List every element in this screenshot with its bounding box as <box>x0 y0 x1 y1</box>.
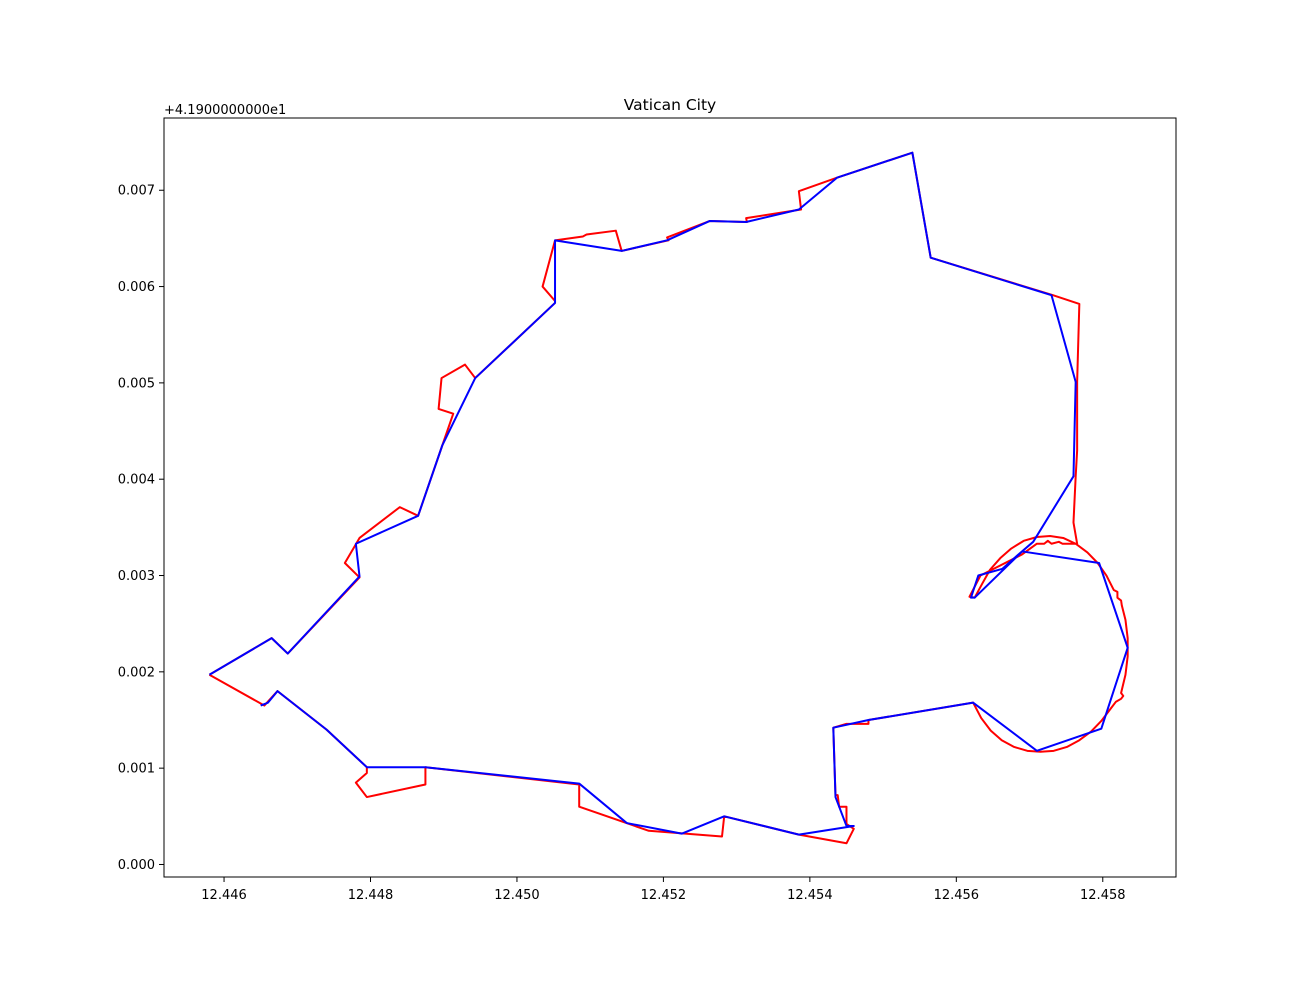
y-offset-label: +4.1900000000e1 <box>164 103 286 118</box>
y-tick-label: 0.004 <box>118 473 155 488</box>
x-axis-ticks: 12.446 12.448 12.450 12.452 12.454 12.456 12.4… <box>201 877 1126 903</box>
y-tick-label: 0.001 <box>118 762 155 777</box>
series-layer <box>208 151 1129 845</box>
y-tick-label: 0.007 <box>118 184 155 199</box>
y-tick-label: 0.006 <box>118 280 155 295</box>
x-tick-label: 12.450 <box>494 888 540 903</box>
y-tick-label: 0.003 <box>118 569 155 584</box>
series-line-0 <box>208 151 1129 845</box>
x-tick-label: 12.448 <box>348 888 394 903</box>
y-tick-label: 0.002 <box>118 665 155 680</box>
y-tick-label: 0.000 <box>118 858 155 873</box>
x-tick-label: 12.452 <box>641 888 687 903</box>
x-tick-label: 12.454 <box>787 888 833 903</box>
series-line-1 <box>208 151 1129 836</box>
x-tick-label: 12.456 <box>934 888 980 903</box>
y-axis-ticks: 0.000 0.001 0.002 0.003 0.004 0.005 0.006 0.007 <box>118 184 164 873</box>
plot-frame <box>163 117 1177 878</box>
y-tick-label: 0.005 <box>118 376 155 391</box>
x-tick-label: 12.458 <box>1080 888 1126 903</box>
chart-title: Vatican City <box>624 96 716 114</box>
x-tick-label: 12.446 <box>201 888 247 903</box>
